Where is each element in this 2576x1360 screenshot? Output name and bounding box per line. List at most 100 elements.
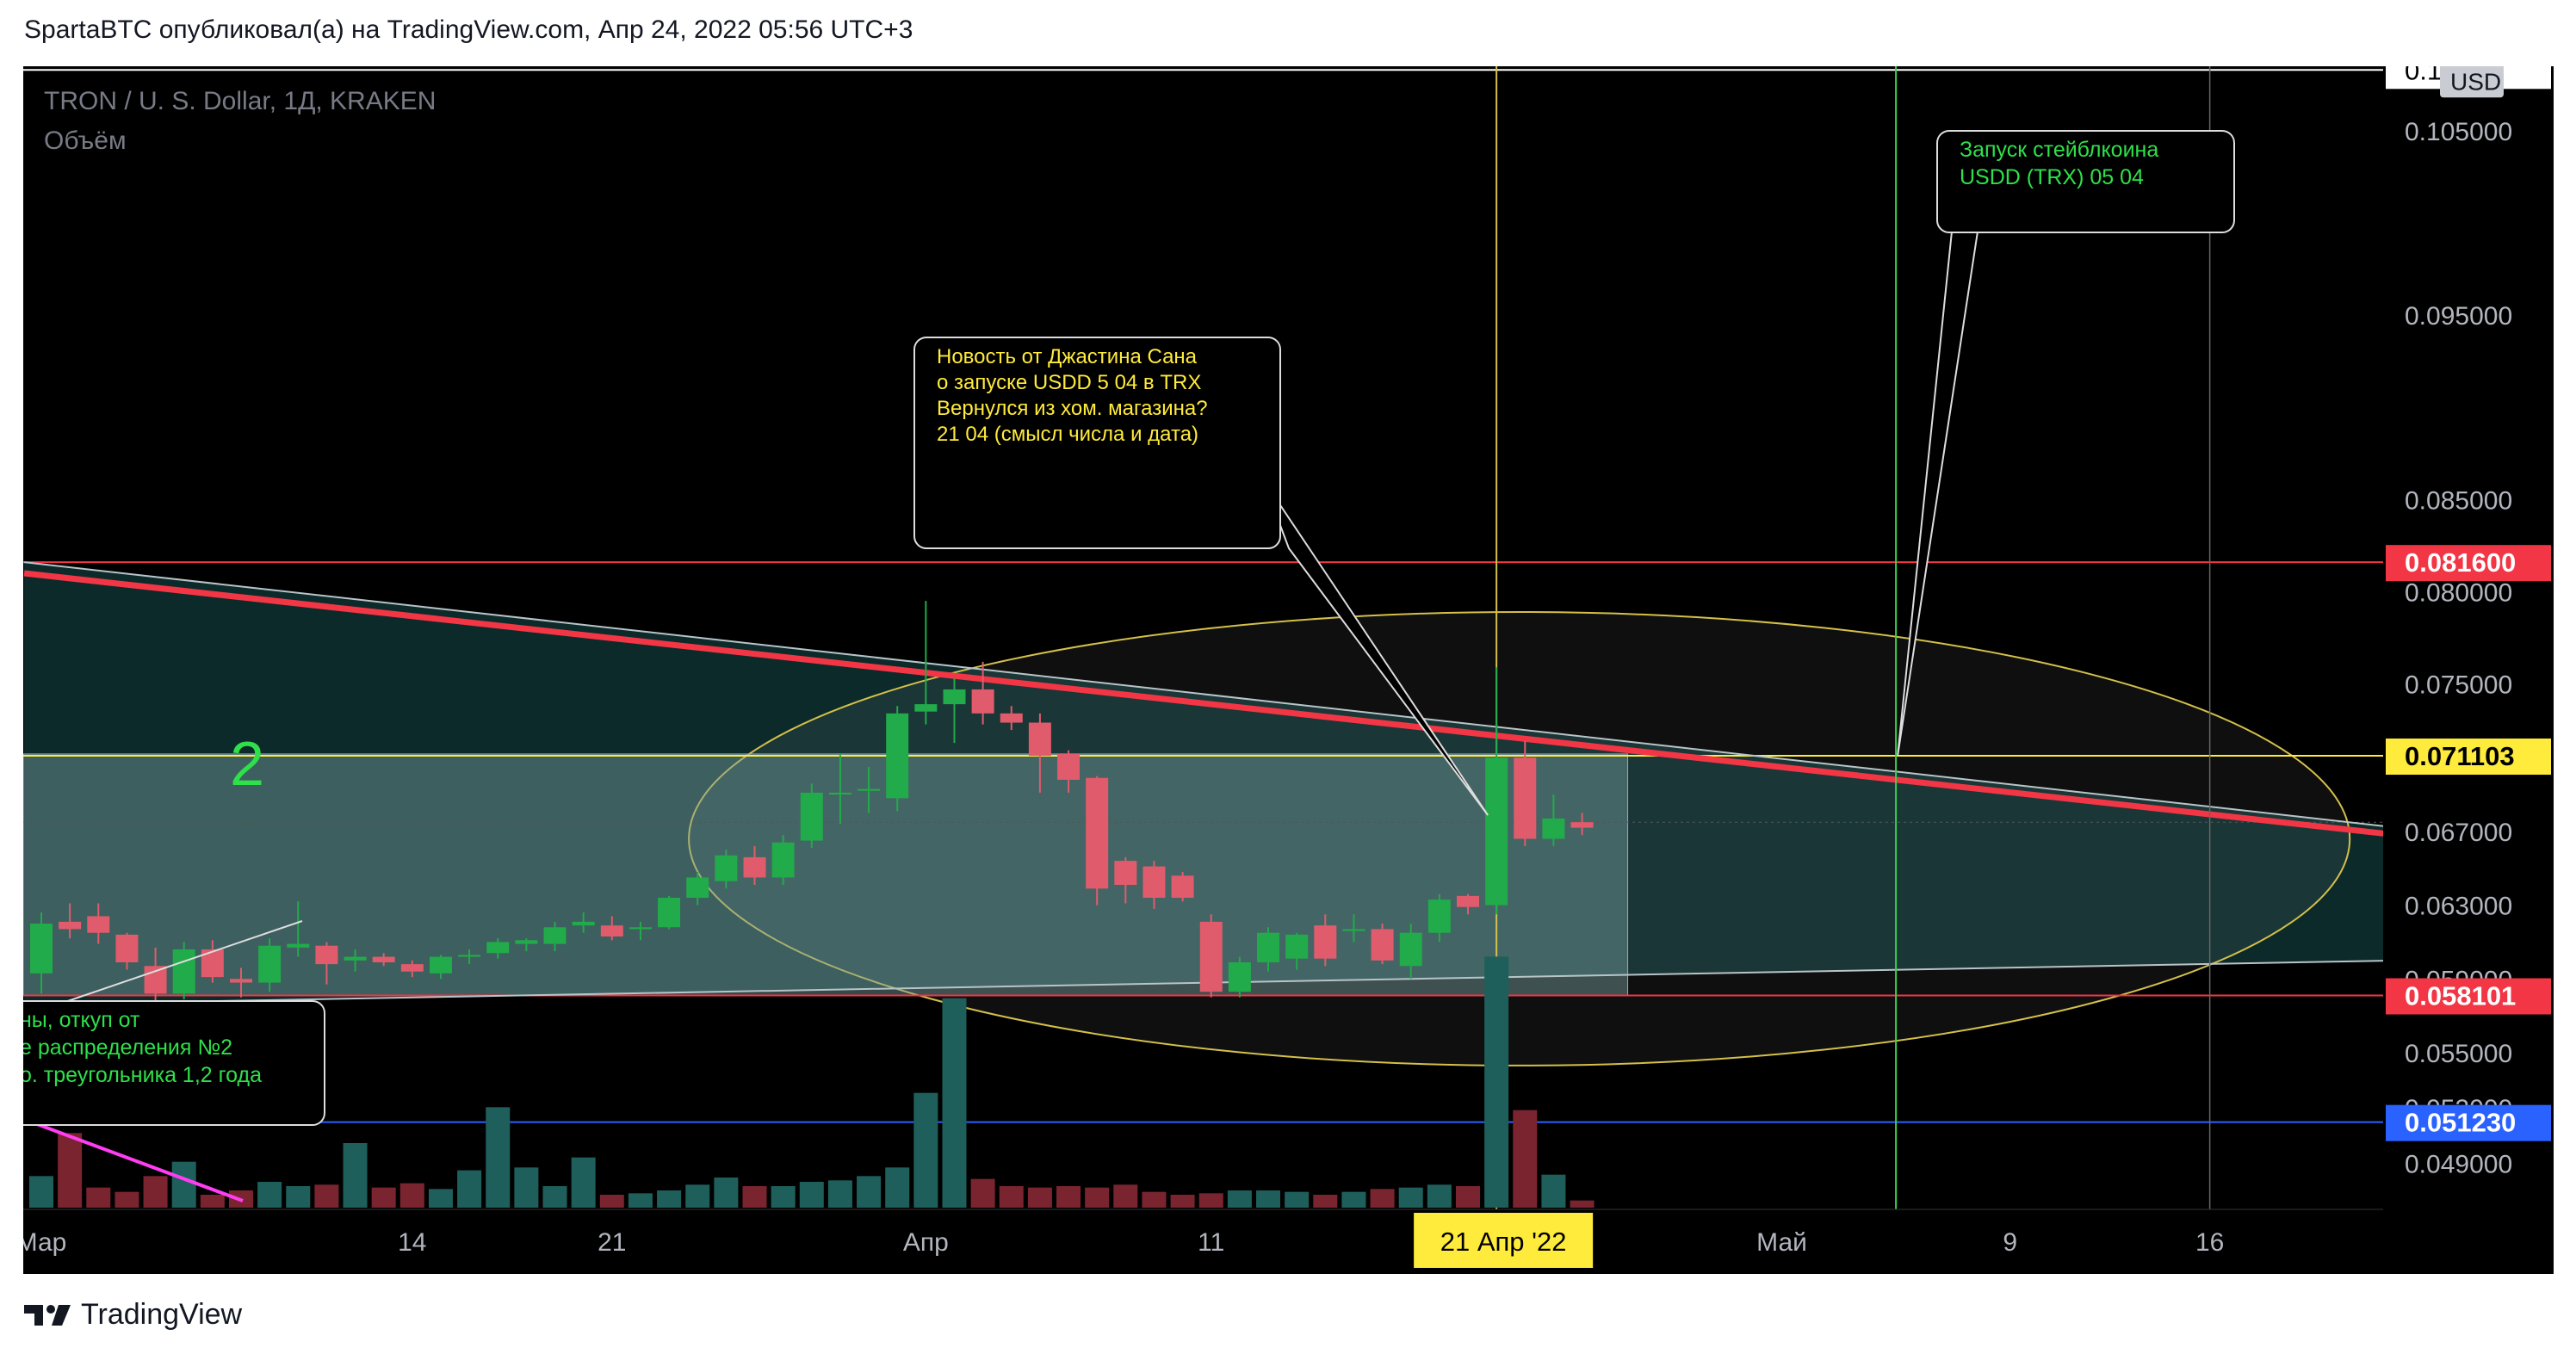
candle-body [543, 927, 567, 944]
volume-bar [1456, 1186, 1480, 1208]
candle-body [1427, 899, 1451, 933]
volume-bar [86, 1187, 111, 1208]
magenta-trend-line [23, 1117, 244, 1202]
top-price-text: 0.1 [2405, 66, 2442, 85]
price-tick-label: 0.075000 [2405, 671, 2512, 700]
volume-bar [799, 1182, 824, 1208]
volume-title: Объём [44, 127, 127, 155]
footer-brand[interactable]: TradingView [24, 1298, 242, 1332]
time-tick-label: Апр [903, 1228, 949, 1257]
volume-bar [514, 1167, 539, 1208]
price-tick-label: 0.095000 [2405, 302, 2512, 331]
candle-body [258, 945, 282, 983]
volume-bar [827, 1180, 852, 1208]
center-callout-box [913, 337, 1281, 549]
chart-canvas[interactable]: 2 ны, откуп от е распределения №2 о. треуго… [23, 66, 2554, 1274]
right-callout-line: USDD (TRX) 05 04 [1960, 165, 2144, 189]
volume-bar [1085, 1187, 1110, 1208]
price-label-badge [2386, 978, 2551, 1015]
candle-body [1457, 895, 1479, 907]
candle-body [886, 713, 909, 799]
time-tick-label: Мар [23, 1228, 66, 1257]
left-callout-line: о. треугольника 1,2 года [23, 1063, 262, 1087]
candle-body [344, 956, 367, 961]
candle-body [1000, 713, 1023, 723]
candle-body [229, 979, 252, 983]
volume-bar [29, 1176, 53, 1208]
candle-body [486, 942, 510, 954]
volume-bar [1513, 1110, 1538, 1208]
right-callout-box [1936, 130, 2235, 233]
candle-body [1570, 822, 1594, 828]
volume-bar [115, 1191, 139, 1208]
volume-bar [1484, 956, 1509, 1208]
time-tick-label: 11 [1198, 1228, 1224, 1257]
price-label-badge [2386, 545, 2551, 582]
price-label-badge [2386, 1104, 2551, 1141]
candle-body [971, 689, 994, 714]
candle-body [287, 943, 310, 948]
volume-bar [1170, 1195, 1195, 1208]
footer-brand-label: TradingView [81, 1298, 243, 1331]
crosshair-date-text: 21 Апр '22 [1440, 1227, 1567, 1257]
zone-number: 2 [230, 730, 264, 799]
left-callout-line: ны, откуп от [23, 1008, 140, 1032]
candle-body [686, 877, 709, 899]
price-tick-label: 0.105000 [2405, 118, 2512, 146]
candle-body [315, 945, 338, 965]
volume-bar [1570, 1200, 1595, 1208]
candle-body [858, 788, 881, 791]
volume-bar [657, 1190, 682, 1208]
volume-bar [200, 1195, 225, 1208]
volume-bar [1313, 1195, 1338, 1208]
candle-body [115, 934, 139, 962]
candle-body [1086, 777, 1109, 889]
volume-bar [685, 1184, 710, 1208]
volume-bar [628, 1193, 653, 1208]
volume-bar [343, 1143, 368, 1208]
volume-bar [486, 1107, 511, 1208]
volume-bar [58, 1133, 83, 1208]
candle-body [30, 924, 53, 974]
tradingview-logo-icon [24, 1304, 71, 1326]
price-tick-label: 0.080000 [2405, 578, 2512, 607]
volume-bar [599, 1195, 624, 1208]
price-scale-background [2383, 66, 2554, 1274]
volume-bar [286, 1186, 311, 1208]
candle-body [1485, 757, 1508, 906]
time-tick-label: 16 [2195, 1228, 2224, 1257]
volume-bar [1285, 1191, 1310, 1208]
volume-bar [1056, 1186, 1081, 1208]
price-tick-label: 0.067000 [2405, 819, 2512, 847]
candle-body [372, 956, 395, 962]
volume-bar [171, 1161, 196, 1208]
candle-body [1257, 932, 1280, 962]
candle-body [1342, 929, 1365, 931]
candle-body [144, 966, 167, 994]
candle-body [914, 704, 938, 712]
volume-bar [1341, 1191, 1366, 1208]
candle-body [771, 842, 795, 878]
candle-body [1142, 866, 1166, 899]
volume-bar [714, 1178, 739, 1208]
volume-bar [857, 1176, 882, 1208]
volume-bar [742, 1186, 767, 1208]
candle-body [600, 925, 623, 937]
volume-bar [1256, 1190, 1281, 1208]
candle-body [172, 949, 195, 994]
center-callout-line: о запуске USDD 5 04 в TRX [937, 371, 1201, 394]
right-callout-line: Запуск стейблкоина [1960, 138, 2158, 162]
volume-bar [1227, 1190, 1252, 1208]
volume-bar [1113, 1184, 1138, 1208]
publisher-header: SpartaBTC опубликовал(а) на TradingView.… [24, 15, 913, 44]
upper-trend-line-gray [24, 561, 2399, 829]
candle-body [1285, 934, 1309, 959]
upper-trend-line-red [23, 570, 2399, 838]
volume-bar [371, 1187, 396, 1208]
volume-bar [1398, 1187, 1423, 1208]
volume-bar [457, 1170, 482, 1208]
candle-body [715, 855, 738, 881]
price-tick-label: 0.055000 [2405, 1040, 2512, 1068]
candle-body [458, 955, 481, 957]
price-chart[interactable]: 2 ны, откуп от е распределения №2 о. треуго… [23, 66, 2554, 1274]
